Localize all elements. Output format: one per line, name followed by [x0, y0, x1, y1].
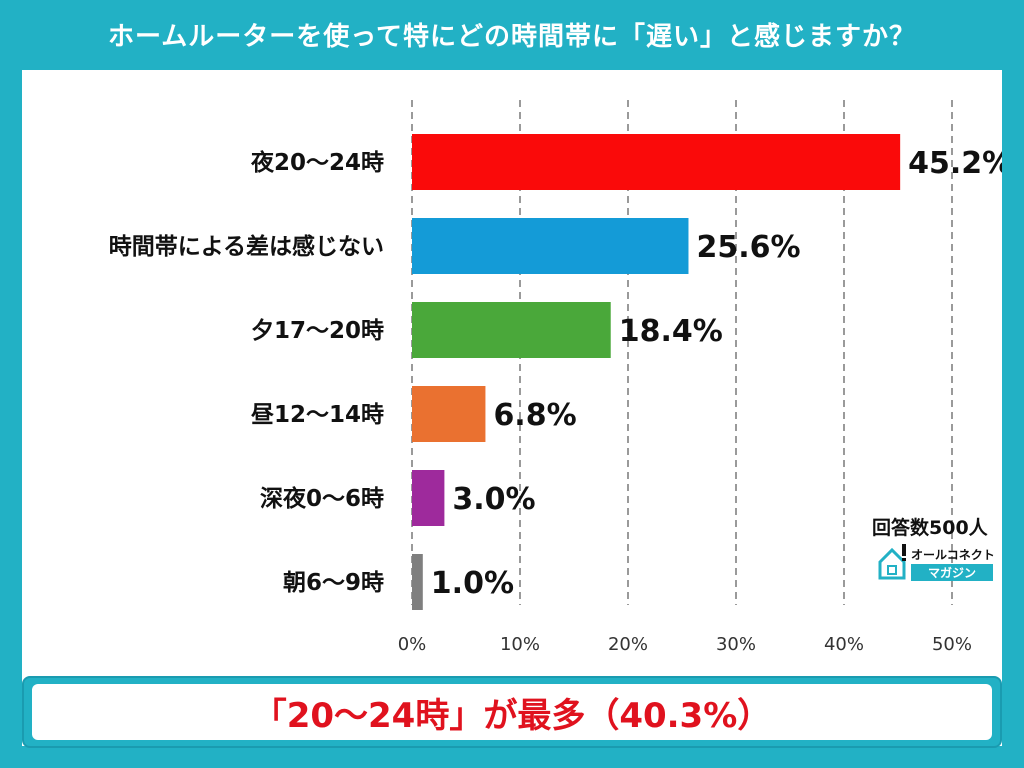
category-label: 朝6〜9時 [283, 570, 384, 596]
bar [412, 134, 901, 190]
x-tick-label: 0% [398, 634, 427, 655]
logo-text-top: オールコネクト [911, 548, 995, 562]
logo-text-bottom: マガジン [911, 564, 993, 581]
respondent-count: 回答数500人 [872, 517, 988, 539]
value-label: 25.6% [696, 230, 800, 265]
bar-chart: 0% 10% 20% 30% 40% 50% 夜20〜24時 45.2% 時間帯による差は感じな… [109, 100, 1002, 655]
bar [412, 554, 423, 610]
bar [412, 470, 445, 526]
value-label: 3.0% [452, 482, 535, 517]
bar [412, 218, 689, 274]
category-label: 深夜0〜6時 [260, 485, 384, 512]
x-tick-label: 10% [500, 634, 540, 655]
x-tick-label: 30% [716, 634, 756, 655]
chart-panel: 0% 10% 20% 30% 40% 50% 夜20〜24時 45.2% 時間帯による差は感じな… [22, 70, 1002, 746]
bar [412, 302, 611, 358]
category-label: 時間帯による差は感じない [109, 233, 384, 260]
x-tick-label: 40% [824, 634, 864, 655]
house-icon [878, 544, 906, 580]
category-label: 夜20〜24時 [250, 149, 384, 176]
value-label: 6.8% [493, 398, 576, 433]
x-tick-label: 20% [608, 634, 648, 655]
summary-banner: 「20〜24時」が最多（40.3%） [22, 676, 1002, 748]
category-label: 昼12〜14時 [251, 402, 384, 428]
category-label: 夕17〜20時 [251, 317, 384, 344]
bar [412, 386, 486, 442]
chart-title: ホームルーターを使って特にどの時間帯に「遅い」と感じますか？ [108, 21, 916, 52]
value-label: 18.4% [619, 314, 723, 349]
brand-logo: オールコネクト マガジン [877, 544, 997, 584]
value-label: 45.2% [908, 146, 1002, 181]
value-label: 1.0% [431, 566, 514, 601]
x-tick-label: 50% [932, 634, 972, 655]
summary-text: 「20〜24時」が最多（40.3%） [32, 684, 992, 740]
